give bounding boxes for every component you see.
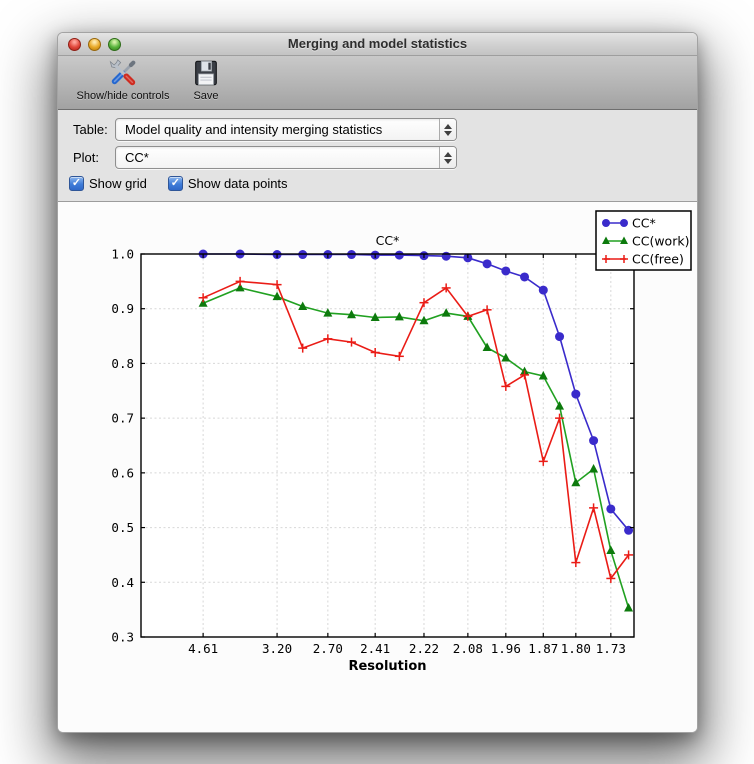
- checkbox-checked-icon: ✓: [167, 176, 183, 191]
- tools-icon: [62, 58, 184, 90]
- svg-text:0.5: 0.5: [111, 520, 134, 535]
- plot-select-value: CC*: [125, 150, 149, 165]
- plot-label: Plot:: [73, 150, 100, 165]
- svg-text:4.61: 4.61: [188, 641, 218, 656]
- svg-text:CC(work): CC(work): [632, 234, 689, 249]
- close-button[interactable]: [68, 38, 81, 51]
- save-button[interactable]: Save: [184, 58, 228, 102]
- table-select-value: Model quality and intensity merging stat…: [125, 122, 383, 137]
- titlebar[interactable]: Merging and model statistics: [58, 33, 697, 56]
- svg-text:0.4: 0.4: [111, 575, 134, 590]
- svg-text:0.6: 0.6: [111, 465, 134, 480]
- toolbar-button-label: Show/hide controls: [76, 90, 170, 102]
- svg-text:2.70: 2.70: [313, 641, 343, 656]
- toolbar-button-label: Save: [193, 90, 219, 102]
- svg-text:3.20: 3.20: [262, 641, 292, 656]
- stepper-icon: [439, 119, 456, 140]
- zoom-button[interactable]: [108, 38, 121, 51]
- minimize-button[interactable]: [88, 38, 101, 51]
- show-grid-label: Show grid: [89, 176, 147, 191]
- svg-text:2.22: 2.22: [409, 641, 439, 656]
- traffic-lights: [68, 38, 121, 51]
- svg-text:0.7: 0.7: [111, 411, 134, 426]
- chart: 4.61 3.20 2.70 2.41 2.22 2.08 1.96 1.87 1.80 1.73…: [111, 210, 692, 674]
- svg-text:1.80: 1.80: [561, 641, 591, 656]
- show-hide-controls-button[interactable]: Show/hide controls: [62, 58, 184, 102]
- svg-text:1.0: 1.0: [111, 247, 134, 262]
- svg-text:0.9: 0.9: [111, 301, 134, 316]
- svg-text:1.96: 1.96: [491, 641, 521, 656]
- show-data-points-label: Show data points: [187, 176, 288, 191]
- plot-select[interactable]: CC*: [115, 146, 457, 169]
- legend-box: [595, 210, 692, 271]
- svg-text:0.8: 0.8: [111, 356, 134, 371]
- checkbox-checked-icon: ✓: [69, 176, 84, 191]
- controls-panel: Table: Model quality and intensity mergi…: [58, 110, 697, 202]
- show-data-points-checkbox[interactable]: ✓ Show data points: [167, 176, 288, 191]
- chart-area: 4.61 3.20 2.70 2.41 2.22 2.08 1.96 1.87 1.80 1.73…: [58, 202, 697, 732]
- table-label: Table:: [73, 122, 108, 137]
- svg-text:0.3: 0.3: [111, 630, 134, 645]
- svg-text:2.08: 2.08: [453, 641, 483, 656]
- svg-text:2.41: 2.41: [360, 641, 390, 656]
- stepper-icon: [439, 147, 456, 168]
- show-grid-checkbox[interactable]: ✓ Show grid: [69, 176, 147, 191]
- x-axis-label: Resolution: [348, 659, 426, 674]
- table-select[interactable]: Model quality and intensity merging stat…: [115, 118, 457, 141]
- svg-text:1.73: 1.73: [596, 641, 626, 656]
- window-title: Merging and model statistics: [287, 36, 468, 51]
- save-icon: [184, 58, 228, 90]
- svg-text:CC(free): CC(free): [632, 252, 684, 267]
- toolbar: Show/hide controls Save: [58, 56, 697, 110]
- app-window: Merging and model statistics Show/hide c…: [57, 32, 698, 733]
- svg-text:1.87: 1.87: [528, 641, 558, 656]
- chart-title: CC*: [376, 233, 400, 248]
- svg-text:CC*: CC*: [632, 216, 656, 231]
